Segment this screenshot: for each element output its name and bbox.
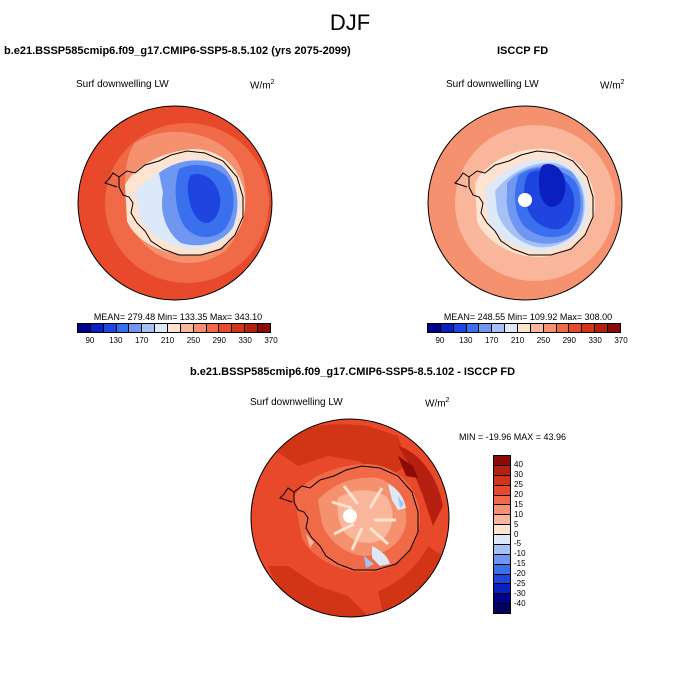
colorbar-swatch [556, 324, 570, 332]
colorbar-tick-label: -20 [514, 569, 526, 579]
panel-1-map [77, 105, 273, 301]
colorbar-tick-label: 30 [514, 469, 523, 479]
panel-2-colorbar-labels: 90 130 170 210 250 290 330 370 [427, 336, 627, 348]
panel-1-colorbar [77, 323, 271, 333]
colorbar-tick-label: 170 [484, 336, 499, 345]
colorbar-swatch [494, 515, 510, 526]
colorbar-swatch [494, 584, 510, 595]
colorbar-tick-label: 20 [514, 489, 523, 499]
colorbar-swatch [494, 554, 510, 565]
page-title: DJF [329, 10, 371, 35]
colorbar-swatch [245, 324, 259, 332]
colorbar-swatch [582, 324, 596, 332]
panel-1-title: b.e21.BSSP585cmip6.f09_g17.CMIP6-SSP5-8.… [4, 45, 351, 57]
colorbar-swatch [219, 324, 233, 332]
colorbar-swatch [494, 505, 510, 516]
panel-1-colorbar-labels: 90 130 170 210 250 290 330 370 [77, 336, 277, 348]
colorbar-swatch [543, 324, 557, 332]
colorbar-tick-label: -30 [514, 589, 526, 599]
colorbar-swatch [494, 564, 510, 575]
colorbar-tick-label: 170 [134, 336, 149, 345]
colorbar-tick-label: 40 [514, 459, 523, 469]
panel-3-colorbar [493, 455, 511, 614]
colorbar-tick-label: 210 [160, 336, 175, 345]
panel-2-title: ISCCP FD [497, 45, 549, 57]
colorbar-swatch [90, 324, 104, 332]
colorbar-swatch [193, 324, 207, 332]
colorbar-swatch [505, 324, 519, 332]
colorbar-swatch [494, 475, 510, 486]
colorbar-swatch [180, 324, 194, 332]
colorbar-swatch [206, 324, 220, 332]
colorbar-swatch [479, 324, 493, 332]
colorbar-swatch [494, 495, 510, 506]
colorbar-swatch [595, 324, 609, 332]
colorbar-swatch [494, 604, 510, 613]
colorbar-swatch [494, 544, 510, 555]
panel-3-title: b.e21.BSSP585cmip6.f09_g17.CMIP6-SSP5-8.… [190, 366, 516, 378]
panel-2-map [427, 105, 623, 301]
colorbar-tick-label: 5 [514, 519, 519, 529]
colorbar-tick-label: 290 [212, 336, 226, 345]
colorbar-tick-label: 0 [514, 529, 519, 539]
colorbar-tick-label: 290 [562, 336, 576, 345]
colorbar-tick-label: 370 [614, 336, 628, 345]
colorbar-tick-label: 330 [588, 336, 602, 345]
colorbar-swatch [440, 324, 454, 332]
colorbar-tick-label: 210 [510, 336, 525, 345]
colorbar-swatch [78, 324, 91, 332]
colorbar-tick-label: 250 [536, 336, 551, 345]
panel-1-units: W/m2 [250, 79, 275, 92]
colorbar-tick-label: -10 [514, 549, 526, 559]
colorbar-swatch [116, 324, 130, 332]
panel-2-variable: Surf downwelling LW [446, 79, 539, 90]
panel-3-map [250, 418, 450, 618]
panel-2-colorbar [427, 323, 621, 333]
colorbar-tick-label: -40 [514, 599, 526, 609]
panel-3-units: W/m2 [425, 397, 450, 410]
colorbar-swatch [258, 324, 270, 332]
colorbar-swatch [494, 485, 510, 496]
colorbar-tick-label: -15 [514, 559, 526, 569]
colorbar-tick-label: 25 [514, 479, 523, 489]
panel-3-variable: Surf downwelling LW [250, 397, 343, 408]
colorbar-swatch [142, 324, 156, 332]
colorbar-swatch [155, 324, 169, 332]
colorbar-swatch [492, 324, 506, 332]
colorbar-swatch [129, 324, 143, 332]
panel-1-variable: Surf downwelling LW [76, 79, 169, 90]
colorbar-swatch [530, 324, 544, 332]
colorbar-tick-label: 330 [238, 336, 252, 345]
panel-1-stats: MEAN= 279.48 Min= 133.35 Max= 343.10 [93, 312, 263, 322]
colorbar-swatch [608, 324, 620, 332]
colorbar-swatch [232, 324, 246, 332]
colorbar-swatch [494, 594, 510, 605]
colorbar-swatch [569, 324, 583, 332]
colorbar-swatch [494, 456, 510, 466]
colorbar-swatch [494, 535, 510, 545]
colorbar-tick-label: 90 [85, 336, 95, 345]
colorbar-tick-label: 370 [264, 336, 278, 345]
colorbar-tick-label: -5 [514, 539, 522, 549]
colorbar-tick-label: 10 [514, 509, 523, 519]
panel-2-stats: MEAN= 248.55 Min= 109.92 Max= 308.00 [443, 312, 613, 322]
panel-2-units: W/m2 [600, 79, 625, 92]
colorbar-tick-label: 250 [186, 336, 201, 345]
colorbar-tick-label: 90 [435, 336, 445, 345]
colorbar-tick-label: -25 [514, 579, 526, 589]
colorbar-swatch [428, 324, 441, 332]
colorbar-swatch [103, 324, 117, 332]
panel-3-stats: MIN = -19.96 MAX = 43.96 [459, 432, 567, 442]
panel-3-colorbar-labels: 40 30 25 20 15 10 5 0 -5 -10 -15 -20 -25 -30 -40 [514, 455, 554, 614]
colorbar-swatch [494, 465, 510, 476]
colorbar-tick-label: 130 [459, 336, 473, 345]
colorbar-swatch [494, 574, 510, 585]
colorbar-tick-label: 130 [109, 336, 123, 345]
colorbar-swatch [494, 525, 510, 535]
colorbar-swatch [168, 324, 181, 332]
colorbar-swatch [518, 324, 531, 332]
colorbar-tick-label: 15 [514, 499, 523, 509]
colorbar-swatch [453, 324, 467, 332]
colorbar-swatch [466, 324, 480, 332]
